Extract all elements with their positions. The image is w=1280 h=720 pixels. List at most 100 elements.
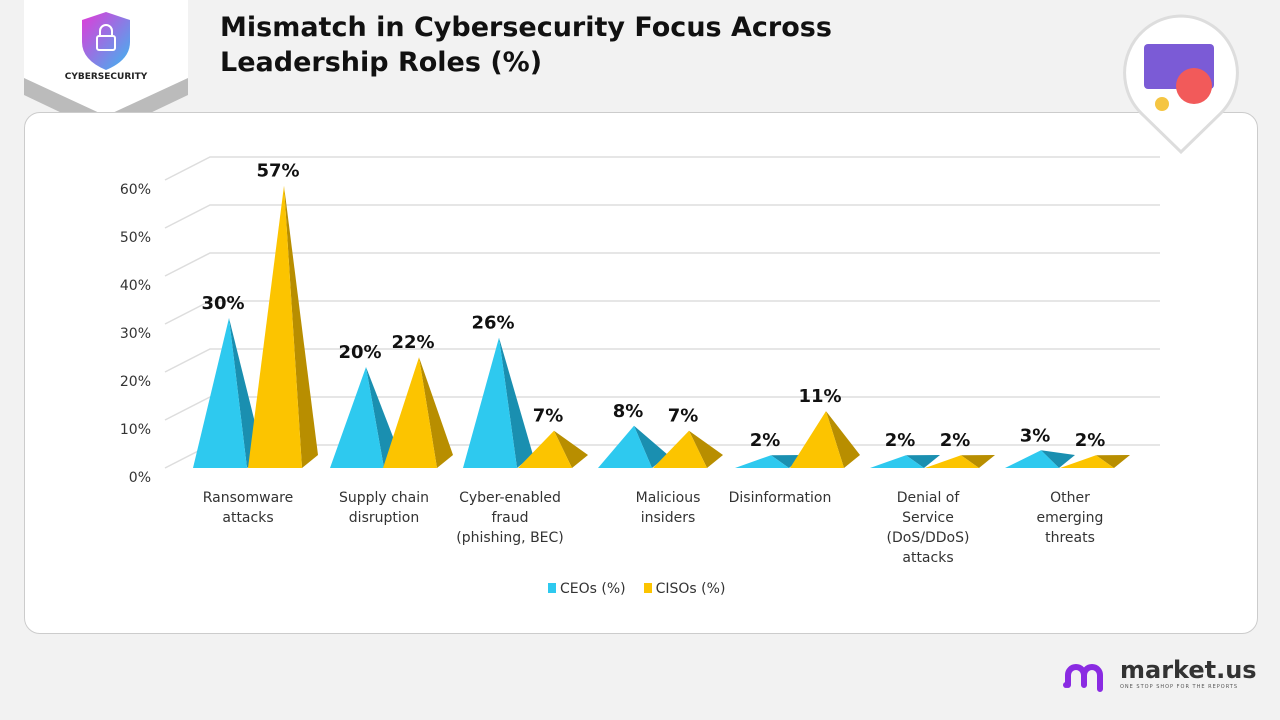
ciso-pyramid: [790, 411, 860, 468]
pyramid-front: [790, 411, 844, 468]
gridline: [164, 396, 1160, 421]
y-tick-label: 10%: [120, 422, 151, 438]
category-line: attacks: [902, 550, 954, 566]
y-tick-label: 0%: [129, 470, 151, 486]
badge-label: CYBERSECURITY: [64, 72, 148, 82]
legend-label: CISOs (%): [655, 581, 726, 597]
category-line: Cyber-enabled: [459, 490, 561, 506]
gridline: [164, 252, 1160, 277]
pyramid-front: [1005, 450, 1059, 468]
ciso-swatch: [643, 583, 652, 593]
data-label: 11%: [798, 386, 841, 407]
data-label: 2%: [750, 430, 781, 451]
ciso-pyramid: [1060, 455, 1130, 468]
y-tick-label: 30%: [120, 326, 151, 342]
x-category-label: Denial of Service (DoS/DDoS) attacks: [863, 488, 993, 568]
ceo-pyramid: [598, 425, 668, 468]
category-line: Disinformation: [728, 490, 832, 506]
pyramid-front: [193, 318, 247, 468]
y-tick-label: 60%: [120, 182, 151, 198]
pyramid-front: [925, 455, 979, 468]
ciso-pyramid: [518, 430, 588, 468]
pyramid-front: [330, 367, 384, 468]
pyramid-side: [499, 337, 533, 468]
category-line: (phishing, BEC): [456, 530, 564, 546]
data-label: 30%: [201, 293, 244, 314]
category-line: Ransomware: [202, 490, 294, 506]
legend: CEOs (%) CISOs (%): [548, 581, 725, 597]
pyramid-side: [689, 430, 723, 468]
y-tick-label: 40%: [120, 278, 151, 294]
data-label: 7%: [668, 406, 699, 427]
category-line: insiders: [640, 510, 696, 526]
data-label: 2%: [885, 430, 916, 451]
data-label: 8%: [613, 401, 644, 422]
ceo-pyramid: [463, 337, 533, 468]
gridline: [164, 204, 1160, 229]
pyramid-front: [653, 430, 707, 468]
pyramid-front: [518, 430, 572, 468]
category-line: Other: [1050, 490, 1090, 506]
data-label: 2%: [940, 430, 971, 451]
data-label: 3%: [1020, 425, 1051, 446]
data-label: 57%: [256, 161, 299, 182]
category-line: disruption: [348, 510, 420, 526]
gridline: [164, 348, 1160, 373]
data-label: 20%: [338, 342, 381, 363]
brand-name: market.us: [1120, 656, 1257, 684]
hacker-illustration: [1122, 14, 1240, 155]
x-category-label: Supply chain disruption: [319, 488, 449, 528]
pyramid-front: [598, 425, 652, 468]
market-us-logo: [1062, 655, 1262, 695]
category-line: Malicious: [635, 490, 701, 506]
category-line: fraud: [491, 510, 529, 526]
data-label: 7%: [533, 406, 564, 427]
category-line: (DoS/DDoS): [886, 530, 970, 546]
brand-tagline: ONE STOP SHOP FOR THE REPORTS: [1120, 684, 1239, 690]
x-category-label: Ransomware attacks: [183, 488, 313, 528]
pyramid-front: [735, 455, 789, 468]
legend-item-cisos[interactable]: CISOs (%): [643, 581, 726, 597]
x-category-label: Disinformation: [715, 488, 845, 508]
data-label: 2%: [1075, 430, 1106, 451]
category-line: Service: [902, 510, 954, 526]
pyramid-side: [554, 430, 588, 468]
x-category-label: Other emerging threats: [1005, 488, 1135, 548]
y-tick-label: 20%: [120, 374, 151, 390]
x-category-label: Malicious insiders: [603, 488, 733, 528]
category-line: attacks: [222, 510, 274, 526]
ceo-pyramid: [1005, 450, 1075, 468]
y-tick-label: 50%: [120, 230, 151, 246]
data-label: 26%: [471, 313, 514, 334]
gridline: [164, 156, 1160, 181]
data-label: 22%: [391, 332, 434, 353]
ciso-pyramid: [383, 357, 453, 468]
pyramid-front: [1060, 455, 1114, 468]
category-line: emerging: [1036, 510, 1104, 526]
category-line: Supply chain: [338, 490, 430, 506]
x-category-label: Cyber-enabled fraud (phishing, BEC): [445, 488, 575, 548]
page-title: Mismatch in Cybersecurity Focus Across L…: [220, 10, 832, 80]
pyramid-front: [870, 455, 924, 468]
pyramid-front: [248, 185, 302, 468]
ceo-swatch: [548, 583, 556, 593]
ciso-pyramid: [925, 455, 995, 468]
ciso-pyramid: [653, 430, 723, 468]
pyramid-side: [634, 425, 668, 468]
title-line-1: Mismatch in Cybersecurity Focus Across: [220, 12, 832, 43]
legend-label: CEOs (%): [560, 581, 626, 597]
pyramid-front: [383, 357, 437, 468]
pyramid-side: [284, 185, 318, 468]
ceo-pyramid: [870, 455, 940, 468]
pyramid-side: [961, 455, 995, 468]
pyramid-front: [463, 337, 517, 468]
ciso-pyramid: [248, 185, 318, 468]
pyramid-side: [1096, 455, 1130, 468]
pyramid-side: [906, 455, 940, 468]
pyramid-side: [826, 411, 860, 468]
pyramid-side: [1041, 450, 1075, 468]
category-line: threats: [1045, 530, 1095, 546]
legend-item-ceos[interactable]: CEOs (%): [548, 581, 626, 597]
title-line-2: Leadership Roles (%): [220, 47, 543, 78]
